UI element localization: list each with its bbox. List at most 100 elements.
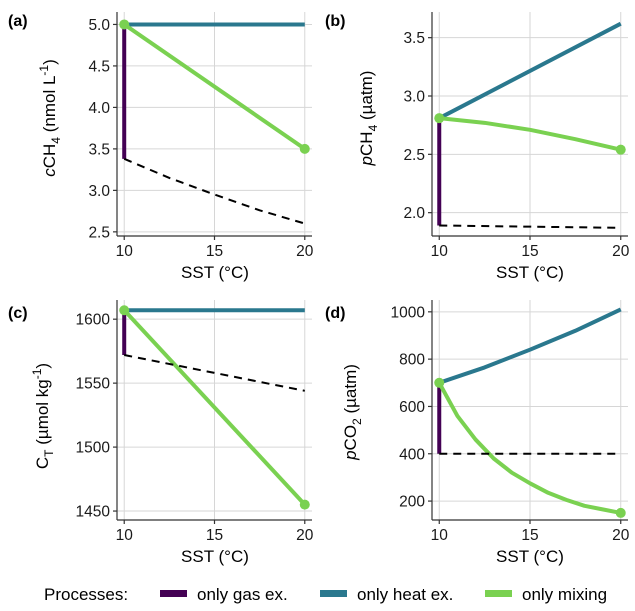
panel-c-series-only-mixing-line xyxy=(122,308,307,507)
panel-a-ytick-label-2: 3.5 xyxy=(88,141,110,158)
panel-c-ylabel-close: ) xyxy=(33,363,52,369)
legend: Processes: only gas ex. only heat ex. on… xyxy=(44,585,607,604)
panel-c-series-dashed-line xyxy=(124,354,305,392)
panel-a-ticks: 10 15 20 2.5 3.0 3.5 4.0 4.5 5.0 xyxy=(88,17,313,260)
panel-b-series-only-heat-ex-line xyxy=(438,21,622,120)
panel-a-series-only-mixing-point-end xyxy=(299,143,310,154)
panel-b-ticks: 10 15 20 2.0 2.5 3.0 3.5 xyxy=(403,30,629,260)
panel-a-ylabel-close: ) xyxy=(40,59,59,65)
panel-b-ytick-label-1: 2.5 xyxy=(403,147,425,164)
panel-c-ytick-label-2: 1550 xyxy=(76,376,111,393)
legend-swatch-heat xyxy=(320,590,347,597)
panel-c-ylabel-sub: T xyxy=(42,449,56,457)
panel-a-series-only-mixing-point-start xyxy=(119,19,130,30)
panel-d-series-only-mixing-line xyxy=(437,381,622,515)
legend-label-gas: only gas ex. xyxy=(197,585,288,604)
panel-c-ytick-label-1: 1500 xyxy=(76,440,111,457)
panel-a-ylabel-main: CH xyxy=(40,144,59,169)
panel-a-ylabel-sup: -1 xyxy=(37,65,51,76)
panel-d-ytick-label-0: 200 xyxy=(399,494,425,511)
panel-c-xtick-label-0: 10 xyxy=(116,527,134,544)
panel-a-xtick-label-1: 15 xyxy=(206,243,223,260)
panel-b-ytick-label-0: 2.0 xyxy=(403,205,425,222)
legend-label-mixing: only mixing xyxy=(522,585,607,604)
panel-c-ytick-label-3: 1600 xyxy=(76,312,111,329)
legend-title: Processes: xyxy=(44,585,128,604)
panel-d-series xyxy=(434,307,626,518)
panel-d-ylabel: pCO2 (µatm) xyxy=(341,364,364,461)
panel-b-ylabel-unit: (µatm) xyxy=(357,71,376,125)
panel-c-ticks: 10 15 20 1450 1500 1550 1600 xyxy=(76,312,314,544)
panel-d-ytick-label-4: 1000 xyxy=(391,304,426,321)
panel-d-series-only-heat-ex-line xyxy=(438,307,622,385)
panel-b-series xyxy=(434,21,626,229)
legend-label-heat: only heat ex. xyxy=(357,585,453,604)
panel-a-ytick-label-1: 3.0 xyxy=(88,183,110,200)
panel-d-series-only-mixing-point-end xyxy=(615,507,626,518)
panel-d-ylabel-sub: 2 xyxy=(350,418,364,425)
panel-b-xtick-label-2: 20 xyxy=(612,243,630,260)
panel-d-ylabel-unit: (µatm) xyxy=(341,364,360,418)
panel-b-xtick-label-1: 15 xyxy=(521,243,538,260)
panel-b: 10 15 20 2.0 2.5 3.0 3.5 (b) SST (°C) pCH4 (µa… xyxy=(325,12,630,282)
panel-b-xlabel: SST (°C) xyxy=(496,263,564,282)
panel-b-xtick-label-0: 10 xyxy=(431,243,449,260)
panel-d-grid xyxy=(432,300,628,520)
panel-c-ylabel-unit: (µmol kg xyxy=(33,379,52,449)
panel-a-ytick-label-4: 4.5 xyxy=(88,58,110,75)
panel-b-label: (b) xyxy=(325,13,345,30)
panel-d-series-only-mixing-point-start xyxy=(434,377,445,388)
panel-d-ytick-label-3: 800 xyxy=(399,352,425,369)
panel-d-ytick-label-1: 400 xyxy=(399,446,425,463)
panel-d-xlabel: SST (°C) xyxy=(496,547,564,566)
panel-a: 10 15 20 2.5 3.0 3.5 4.0 4.5 5.0 (a) SST (°C) cC… xyxy=(8,12,314,282)
panel-d-ylabel-prefix: p xyxy=(341,450,360,460)
panel-c-ylabel-sup: -1 xyxy=(30,368,44,379)
panel-c-xlabel: SST (°C) xyxy=(181,547,249,566)
panel-a-ylabel-prefix: c xyxy=(40,168,59,177)
panel-d-xtick-label-0: 10 xyxy=(431,527,449,544)
panel-d-label: (d) xyxy=(325,305,345,322)
panel-a-ylabel: cCH4 (nmol L-1) xyxy=(37,59,63,177)
panel-b-ylabel-main: CH xyxy=(357,131,376,156)
legend-swatch-gas xyxy=(160,590,187,597)
panel-c-series-only-mixing-point-end xyxy=(299,499,310,510)
panel-a-xlabel: SST (°C) xyxy=(181,263,249,282)
panel-d-ticks: 10 15 20 200 400 600 800 1000 xyxy=(391,304,630,544)
panel-d-ytick-label-2: 600 xyxy=(399,399,425,416)
panel-a-xtick-label-0: 10 xyxy=(116,243,134,260)
panel-c-ytick-label-0: 1450 xyxy=(76,504,111,521)
panel-b-ytick-label-3: 3.5 xyxy=(403,30,425,47)
panel-a-ytick-label-5: 5.0 xyxy=(88,17,110,34)
panel-c-series-only-mixing-point-start xyxy=(119,305,130,316)
panel-d-ylabel-main: CO xyxy=(341,425,360,451)
panel-a-series xyxy=(119,19,310,225)
panel-a-series-only-mixing-line xyxy=(123,22,306,151)
legend-swatch-mixing xyxy=(485,590,512,597)
panel-c-ylabel-main: C xyxy=(33,457,52,469)
panel-b-series-only-mixing-point-end xyxy=(615,144,626,155)
panel-c-series xyxy=(119,305,310,510)
panel-a-grid xyxy=(117,12,312,236)
panel-b-ytick-label-2: 3.0 xyxy=(403,89,425,106)
panel-c-ylabel: CT (µmol kg-1) xyxy=(30,363,56,469)
panel-a-ytick-label-0: 2.5 xyxy=(88,224,110,241)
panel-c: 10 15 20 1450 1500 1550 1600 (c) SST (°C) CT (… xyxy=(8,300,314,566)
panel-d: 10 15 20 200 400 600 800 1000 (d) SST (°C) pCO2… xyxy=(325,300,630,566)
panel-b-ylabel-prefix: p xyxy=(357,156,376,166)
panel-c-xtick-label-2: 20 xyxy=(296,527,314,544)
panel-a-label: (a) xyxy=(8,13,28,30)
panel-a-ylabel-unit: (nmol L xyxy=(40,76,59,137)
panel-a-ytick-label-3: 4.0 xyxy=(88,100,110,117)
panel-a-ylabel-sub: 4 xyxy=(49,137,63,144)
panel-b-series-only-mixing-point-start xyxy=(434,113,445,124)
panel-b-ylabel: pCH4 (µatm) xyxy=(357,71,380,167)
panel-c-label: (c) xyxy=(8,305,28,322)
panel-d-xtick-label-1: 15 xyxy=(521,527,538,544)
panel-a-series-dashed-line xyxy=(123,157,306,225)
panel-c-xtick-label-1: 15 xyxy=(206,527,223,544)
panel-b-grid xyxy=(432,12,628,236)
panel-a-xtick-label-2: 20 xyxy=(296,243,314,260)
panel-b-series-dashed-line xyxy=(439,224,621,229)
